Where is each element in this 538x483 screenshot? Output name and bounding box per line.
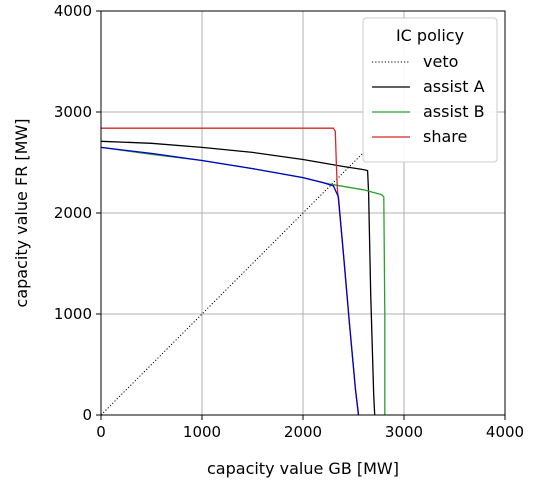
x-tick-label: 1000 [183, 423, 221, 441]
x-tick-label: 0 [96, 423, 106, 441]
y-tick-label: 3000 [54, 103, 92, 121]
legend: IC policy veto assist A assist B share [362, 17, 498, 163]
x-tick-label: 2000 [284, 423, 322, 441]
legend-box [362, 17, 498, 163]
series-line-assist-b [100, 146, 386, 415]
series-layer [100, 127, 386, 416]
legend-items: veto assist A assist B share [372, 52, 485, 146]
y-tick-label: 2000 [54, 204, 92, 222]
x-tick-label: 4000 [486, 423, 524, 441]
series-line-share [101, 127, 360, 416]
series-line-veto [100, 150, 366, 416]
series-line-unlabeled [100, 146, 360, 416]
y-axis-label: capacity value FR [MW] [12, 119, 31, 308]
ticks: 0 1000 2000 3000 4000 0 1000 2000 3000 4000 [54, 2, 524, 441]
y-tick-label: 1000 [54, 305, 92, 323]
legend-label-share: share [423, 127, 467, 146]
y-tick-label: 4000 [54, 2, 92, 20]
legend-label-veto: veto [423, 52, 458, 71]
legend-label-assist-b: assist B [423, 102, 485, 121]
legend-label-assist-a: assist A [423, 77, 485, 96]
legend-title: IC policy [396, 26, 464, 45]
x-tick-label: 3000 [385, 423, 423, 441]
x-axis-label: capacity value GB [MW] [207, 459, 399, 478]
y-tick-label: 0 [82, 406, 92, 424]
series-line-assist-a [100, 140, 376, 416]
